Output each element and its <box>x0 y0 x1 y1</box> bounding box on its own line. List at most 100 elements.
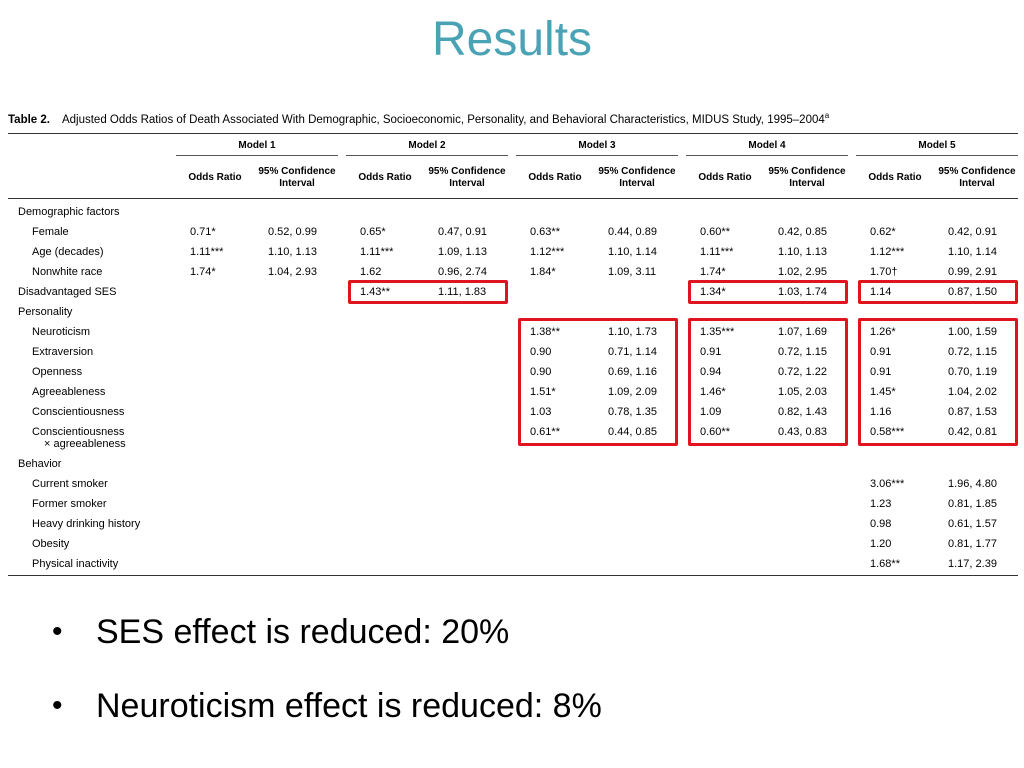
odds-ratio-cell: 1.11*** <box>700 246 734 258</box>
confidence-interval-cell: 0.71, 1.14 <box>608 346 657 358</box>
confidence-interval-cell: 0.52, 0.99 <box>268 226 317 238</box>
confidence-interval-header: 95% Confidence Interval <box>598 166 676 189</box>
confidence-interval-cell: 0.72, 1.15 <box>948 346 997 358</box>
odds-ratio-cell: 0.65* <box>360 226 386 238</box>
confidence-interval-cell: 0.69, 1.16 <box>608 366 657 378</box>
confidence-interval-header: 95% Confidence Interval <box>938 166 1016 189</box>
confidence-interval-cell: 1.09, 2.09 <box>608 386 657 398</box>
row-label: Current smoker <box>32 478 108 490</box>
row-label: Personality <box>18 306 73 318</box>
confidence-interval-header: 95% Confidence Interval <box>428 166 506 189</box>
confidence-interval-cell: 0.82, 1.43 <box>778 406 827 418</box>
odds-ratio-cell: 1.12*** <box>530 246 565 258</box>
confidence-interval-cell: 1.17, 2.39 <box>948 558 997 570</box>
model-underline <box>516 155 678 156</box>
confidence-interval-cell: 1.10, 1.14 <box>608 246 657 258</box>
confidence-interval-cell: 0.99, 2.91 <box>948 266 997 278</box>
confidence-interval-header: 95% Confidence Interval <box>258 166 336 189</box>
model-header: Model 5 <box>918 140 956 151</box>
confidence-interval-cell: 1.00, 1.59 <box>948 326 997 338</box>
highlight-personality-model3 <box>518 318 678 446</box>
confidence-interval-cell: 1.10, 1.13 <box>778 246 827 258</box>
odds-ratio-cell: 1.43** <box>360 286 390 298</box>
table-label: Table 2. <box>8 113 50 126</box>
confidence-interval-cell: 1.10, 1.73 <box>608 326 657 338</box>
odds-ratio-cell: 1.11*** <box>360 246 394 258</box>
row-label: Obesity <box>32 538 70 550</box>
bullet-text: Neuroticism effect is reduced: 8% <box>96 687 602 725</box>
confidence-interval-cell: 0.61, 1.57 <box>948 518 997 530</box>
row-label: Conscientiousness <box>32 406 125 418</box>
row-label: Physical inactivity <box>32 558 119 570</box>
row-label: Neuroticism <box>32 326 91 338</box>
row-label: Extraversion <box>32 346 94 358</box>
table-top-rule <box>8 133 1018 134</box>
odds-ratio-header: Odds Ratio <box>868 172 922 183</box>
odds-ratio-cell: 1.14 <box>870 286 892 298</box>
odds-ratio-cell: 1.26* <box>870 326 896 338</box>
table-caption-note: a <box>824 111 830 120</box>
row-label: Demographic factors <box>18 206 120 218</box>
odds-ratio-cell: 0.91 <box>700 346 722 358</box>
odds-ratio-cell: 1.68** <box>870 558 900 570</box>
row-label: Openness <box>32 366 83 378</box>
odds-ratio-cell: 1.38** <box>530 326 560 338</box>
model-header: Model 3 <box>578 140 616 151</box>
row-label: Disadvantaged SES <box>18 286 117 298</box>
highlight-ses-model2 <box>348 280 508 304</box>
odds-ratio-cell: 1.70† <box>870 266 898 278</box>
odds-ratio-cell: 1.11*** <box>190 246 224 258</box>
odds-ratio-cell: 0.90 <box>530 346 552 358</box>
odds-ratio-header: Odds Ratio <box>528 172 582 183</box>
row-label: Former smoker <box>32 498 107 510</box>
confidence-interval-cell: 1.05, 2.03 <box>778 386 827 398</box>
model-header: Model 2 <box>408 140 446 151</box>
odds-ratio-cell: 0.62* <box>870 226 896 238</box>
confidence-interval-cell: 1.04, 2.02 <box>948 386 997 398</box>
bullet-list: • SES effect is reduced: 20% • Neuroticism… <box>52 612 602 760</box>
table-bottom-rule <box>8 575 1018 576</box>
confidence-interval-cell: 0.42, 0.81 <box>948 426 997 438</box>
confidence-interval-cell: 0.44, 0.85 <box>608 426 657 438</box>
model-header: Model 1 <box>238 140 276 151</box>
confidence-interval-cell: 0.81, 1.77 <box>948 538 997 550</box>
confidence-interval-cell: 1.09, 1.13 <box>438 246 487 258</box>
slide-title: Results <box>431 13 593 66</box>
confidence-interval-cell: 0.87, 1.53 <box>948 406 997 418</box>
confidence-interval-cell: 0.78, 1.35 <box>608 406 657 418</box>
odds-ratio-cell: 1.62 <box>360 266 382 278</box>
highlight-ses-model5 <box>858 280 1018 304</box>
odds-ratio-cell: 1.34* <box>700 286 726 298</box>
confidence-interval-cell: 0.87, 1.50 <box>948 286 997 298</box>
bullet-item: • Neuroticism effect is reduced: 8% <box>52 686 602 726</box>
table-caption-text: Adjusted Odds Ratios of Death Associated… <box>61 113 825 126</box>
row-label: Age (decades) <box>32 246 104 258</box>
bullet-item: • SES effect is reduced: 20% <box>52 612 602 652</box>
table-caption: Table 2. Adjusted Odds Ratios of Death As… <box>8 108 1018 128</box>
model-underline <box>346 155 508 156</box>
confidence-interval-cell: 1.07, 1.69 <box>778 326 827 338</box>
table-header-rule <box>8 198 1018 199</box>
row-label: Nonwhite race <box>32 266 103 278</box>
odds-ratio-cell: 0.94 <box>700 366 722 378</box>
row-label: Agreeableness <box>32 386 106 398</box>
confidence-interval-cell: 1.10, 1.13 <box>268 246 317 258</box>
row-label: Behavior <box>18 458 62 470</box>
confidence-interval-cell: 1.04, 2.93 <box>268 266 317 278</box>
confidence-interval-cell: 0.70, 1.19 <box>948 366 997 378</box>
confidence-interval-cell: 1.10, 1.14 <box>948 246 997 258</box>
confidence-interval-cell: 0.42, 0.85 <box>778 226 827 238</box>
odds-ratio-cell: 1.12*** <box>870 246 905 258</box>
row-label: Female <box>32 226 69 238</box>
odds-ratio-cell: 1.45* <box>870 386 896 398</box>
bullet-text: SES effect is reduced: 20% <box>96 613 510 651</box>
confidence-interval-cell: 0.72, 1.22 <box>778 366 827 378</box>
confidence-interval-cell: 1.03, 1.74 <box>778 286 827 298</box>
odds-ratio-cell: 1.09 <box>700 406 722 418</box>
odds-ratio-cell: 0.91 <box>870 366 892 378</box>
odds-ratio-cell: 1.84* <box>530 266 556 278</box>
odds-ratio-cell: 1.46* <box>700 386 726 398</box>
odds-ratio-cell: 3.06*** <box>870 478 905 490</box>
odds-ratio-cell: 0.98 <box>870 518 892 530</box>
odds-ratio-header: Odds Ratio <box>188 172 242 183</box>
